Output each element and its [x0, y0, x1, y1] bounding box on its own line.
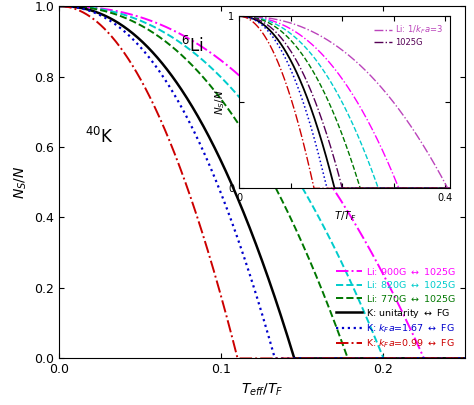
- 1025G: [364, 186, 370, 191]
- K: unitarity $\leftrightarrow$ FG: (0.151, 0): unitarity $\leftrightarrow$ FG: (0.151, …: [301, 356, 306, 361]
- 1025G: [334, 167, 340, 172]
- K: $k_Fa$=0.99 $\leftrightarrow$ FG: (0.0451, 0.832): $k_Fa$=0.99 $\leftrightarrow$ FG: (0.045…: [129, 63, 135, 68]
- Y-axis label: $N_S/N$: $N_S/N$: [213, 90, 227, 115]
- K: $k_Fa$=0.99 $\leftrightarrow$ FG: (0, 1): $k_Fa$=0.99 $\leftrightarrow$ FG: (0, 1): [56, 4, 62, 9]
- Li: 770G $\leftrightarrow$ 1025G: (0.15, 0.323): 770G $\leftrightarrow$ 1025G: (0.15, 0.3…: [300, 242, 306, 247]
- Line: K: $k_Fa$=1.67 $\leftrightarrow$ FG: K: $k_Fa$=1.67 $\leftrightarrow$ FG: [59, 6, 473, 358]
- Li: $1/k_Fa$=3: (0.42, 0): $1/k_Fa$=3: (0.42, 0): [453, 186, 458, 191]
- X-axis label: $T_{eff}/T_F$: $T_{eff}/T_F$: [241, 382, 283, 398]
- K: $k_Fa$=0.99 $\leftrightarrow$ FG: (0.0656, 0.645): $k_Fa$=0.99 $\leftrightarrow$ FG: (0.065…: [163, 129, 168, 134]
- K: unitarity $\leftrightarrow$ FG: (0, 1): unitarity $\leftrightarrow$ FG: (0, 1): [56, 4, 62, 9]
- Line: Li: $1/k_Fa$=3: Li: $1/k_Fa$=3: [239, 16, 456, 188]
- K: $k_Fa$=1.67 $\leftrightarrow$ FG: (0, 1): $k_Fa$=1.67 $\leftrightarrow$ FG: (0, 1): [56, 4, 62, 9]
- Text: $^6$Li: $^6$Li: [181, 36, 203, 56]
- Line: Li: 770G $\leftrightarrow$ 1025G: Li: 770G $\leftrightarrow$ 1025G: [59, 6, 473, 358]
- Li: 770G $\leftrightarrow$ 1025G: (0.0451, 0.957): 770G $\leftrightarrow$ 1025G: (0.0451, 0…: [129, 19, 135, 23]
- Li: 770G $\leftrightarrow$ 1025G: (0.115, 0.631): 770G $\leftrightarrow$ 1025G: (0.115, 0.…: [244, 134, 249, 139]
- Li: 770G $\leftrightarrow$ 1025G: (0.178, 0): 770G $\leftrightarrow$ 1025G: (0.178, 0): [346, 356, 351, 361]
- Li: 820G $\leftrightarrow$ 1025G: (0.0656, 0.923): 820G $\leftrightarrow$ 1025G: (0.0656, 0…: [163, 31, 168, 36]
- Line: Li: 820G $\leftrightarrow$ 1025G: Li: 820G $\leftrightarrow$ 1025G: [59, 6, 473, 358]
- K: $k_Fa$=0.99 $\leftrightarrow$ FG: (0.171, 0): $k_Fa$=0.99 $\leftrightarrow$ FG: (0.171…: [333, 356, 339, 361]
- Line: Li: 900G $\leftrightarrow$ 1025G: Li: 900G $\leftrightarrow$ 1025G: [59, 6, 473, 358]
- K: $k_Fa$=1.67 $\leftrightarrow$ FG: (0.255, 0): $k_Fa$=1.67 $\leftrightarrow$ FG: (0.255…: [470, 356, 474, 361]
- Li: 900G $\leftrightarrow$ 1025G: (0.192, 0.306): 900G $\leftrightarrow$ 1025G: (0.192, 0.…: [368, 248, 374, 253]
- 1025G: [400, 186, 405, 191]
- X-axis label: $T/T_F$: $T/T_F$: [334, 209, 356, 222]
- K: unitarity $\leftrightarrow$ FG: (0.192, 0): unitarity $\leftrightarrow$ FG: (0.192, …: [368, 356, 374, 361]
- Li: $1/k_Fa$=3: (0.28, 0.57): $1/k_Fa$=3: (0.28, 0.57): [381, 88, 386, 93]
- K: $k_Fa$=1.67 $\leftrightarrow$ FG: (0.115, 0.269): $k_Fa$=1.67 $\leftrightarrow$ FG: (0.115…: [244, 261, 249, 266]
- Li: 900G $\leftrightarrow$ 1025G: (0.225, 0): 900G $\leftrightarrow$ 1025G: (0.225, 0): [421, 356, 427, 361]
- 1025G: [381, 186, 387, 191]
- Li: 900G $\leftrightarrow$ 1025G: (0, 1): 900G $\leftrightarrow$ 1025G: (0, 1): [56, 4, 62, 9]
- Li: $1/k_Fa$=3: (0.0743, 0.98): $1/k_Fa$=3: (0.0743, 0.98): [275, 17, 281, 22]
- Li: 820G $\leftrightarrow$ 1025G: (0.2, 0): 820G $\leftrightarrow$ 1025G: (0.2, 0): [381, 356, 386, 361]
- K: $k_Fa$=1.67 $\leftrightarrow$ FG: (0.133, 0): $k_Fa$=1.67 $\leftrightarrow$ FG: (0.133…: [273, 356, 278, 361]
- Li: 900G $\leftrightarrow$ 1025G: (0.0451, 0.975): 900G $\leftrightarrow$ 1025G: (0.0451, 0…: [129, 13, 135, 17]
- K: $k_Fa$=1.67 $\leftrightarrow$ FG: (0.192, 0): $k_Fa$=1.67 $\leftrightarrow$ FG: (0.192…: [368, 356, 374, 361]
- Legend: Li: $1/k_Fa$=3, 1025G: Li: $1/k_Fa$=3, 1025G: [371, 20, 446, 51]
- K: $k_Fa$=0.99 $\leftrightarrow$ FG: (0.192, 0): $k_Fa$=0.99 $\leftrightarrow$ FG: (0.192…: [368, 356, 374, 361]
- Li: $1/k_Fa$=3: (0.316, 0.434): $1/k_Fa$=3: (0.316, 0.434): [399, 111, 405, 116]
- Line: 1025G: 1025G: [239, 16, 456, 188]
- K: unitarity $\leftrightarrow$ FG: (0.145, 0): unitarity $\leftrightarrow$ FG: (0.145, …: [292, 356, 297, 361]
- Li: 820G $\leftrightarrow$ 1025G: (0.17, 0.309): 820G $\leftrightarrow$ 1025G: (0.17, 0.3…: [332, 247, 338, 252]
- K: $k_Fa$=0.99 $\leftrightarrow$ FG: (0.151, 0): $k_Fa$=0.99 $\leftrightarrow$ FG: (0.151…: [301, 356, 306, 361]
- Li: 900G $\leftrightarrow$ 1025G: (0.115, 0.785): 900G $\leftrightarrow$ 1025G: (0.115, 0.…: [244, 79, 249, 84]
- Li: 770G $\leftrightarrow$ 1025G: (0.192, 0): 770G $\leftrightarrow$ 1025G: (0.192, 0): [368, 356, 374, 361]
- Li: 820G $\leftrightarrow$ 1025G: (0.0451, 0.967): 820G $\leftrightarrow$ 1025G: (0.0451, 0…: [129, 15, 135, 20]
- K: unitarity $\leftrightarrow$ FG: (0.171, 0): unitarity $\leftrightarrow$ FG: (0.171, …: [333, 356, 339, 361]
- Line: K: unitarity $\leftrightarrow$ FG: K: unitarity $\leftrightarrow$ FG: [59, 6, 473, 358]
- K: $k_Fa$=1.67 $\leftrightarrow$ FG: (0.151, 0): $k_Fa$=1.67 $\leftrightarrow$ FG: (0.151…: [301, 356, 306, 361]
- K: unitarity $\leftrightarrow$ FG: (0.0451, 0.923): unitarity $\leftrightarrow$ FG: (0.0451,…: [129, 31, 135, 36]
- Li: 820G $\leftrightarrow$ 1025G: (0.115, 0.718): 820G $\leftrightarrow$ 1025G: (0.115, 0.…: [244, 103, 249, 108]
- Li: $1/k_Fa$=3: (0, 1): $1/k_Fa$=3: (0, 1): [237, 14, 242, 19]
- Li: $1/k_Fa$=3: (0.108, 0.952): $1/k_Fa$=3: (0.108, 0.952): [292, 22, 298, 27]
- K: $k_Fa$=1.67 $\leftrightarrow$ FG: (0.171, 0): $k_Fa$=1.67 $\leftrightarrow$ FG: (0.171…: [333, 356, 339, 361]
- Li: $1/k_Fa$=3: (0.19, 0.825): $1/k_Fa$=3: (0.19, 0.825): [334, 44, 340, 49]
- 1025G: [340, 186, 346, 191]
- Li: 770G $\leftrightarrow$ 1025G: (0, 1): 770G $\leftrightarrow$ 1025G: (0, 1): [56, 4, 62, 9]
- Y-axis label: $N_S/N$: $N_S/N$: [12, 165, 29, 199]
- Li: 820G $\leftrightarrow$ 1025G: (0.255, 0): 820G $\leftrightarrow$ 1025G: (0.255, 0): [470, 356, 474, 361]
- K: $k_Fa$=1.67 $\leftrightarrow$ FG: (0.0656, 0.789): $k_Fa$=1.67 $\leftrightarrow$ FG: (0.065…: [163, 78, 168, 83]
- Li: 770G $\leftrightarrow$ 1025G: (0.0656, 0.899): 770G $\leftrightarrow$ 1025G: (0.0656, 0…: [163, 39, 168, 44]
- Li: 770G $\leftrightarrow$ 1025G: (0.255, 0): 770G $\leftrightarrow$ 1025G: (0.255, 0): [470, 356, 474, 361]
- K: unitarity $\leftrightarrow$ FG: (0.115, 0.395): unitarity $\leftrightarrow$ FG: (0.115, …: [244, 217, 249, 222]
- K: unitarity $\leftrightarrow$ FG: (0.255, 0): unitarity $\leftrightarrow$ FG: (0.255, …: [470, 356, 474, 361]
- Line: K: $k_Fa$=0.99 $\leftrightarrow$ FG: K: $k_Fa$=0.99 $\leftrightarrow$ FG: [59, 6, 473, 358]
- Legend: Li: 900G $\leftrightarrow$ 1025G, Li: 820G $\leftrightarrow$ 1025G, Li: 770G $\l: Li: 900G $\leftrightarrow$ 1025G, Li: 82…: [332, 262, 460, 354]
- Li: 820G $\leftrightarrow$ 1025G: (0.192, 0.0897): 820G $\leftrightarrow$ 1025G: (0.192, 0.…: [368, 324, 374, 329]
- K: $k_Fa$=0.99 $\leftrightarrow$ FG: (0.255, 0): $k_Fa$=0.99 $\leftrightarrow$ FG: (0.255…: [470, 356, 474, 361]
- Li: $1/k_Fa$=3: (0.248, 0.678): $1/k_Fa$=3: (0.248, 0.678): [364, 69, 370, 74]
- Li: 900G $\leftrightarrow$ 1025G: (0.17, 0.473): 900G $\leftrightarrow$ 1025G: (0.17, 0.4…: [332, 189, 338, 194]
- 1025G: [275, 32, 281, 36]
- Li: 900G $\leftrightarrow$ 1025G: (0.0656, 0.941): 900G $\leftrightarrow$ 1025G: (0.0656, 0…: [163, 24, 168, 29]
- Li: $1/k_Fa$=3: (0.405, 0): $1/k_Fa$=3: (0.405, 0): [445, 186, 451, 191]
- Li: 900G $\leftrightarrow$ 1025G: (0.15, 0.605): 900G $\leftrightarrow$ 1025G: (0.15, 0.6…: [300, 143, 306, 148]
- K: $k_Fa$=0.99 $\leftrightarrow$ FG: (0.116, 0): $k_Fa$=0.99 $\leftrightarrow$ FG: (0.116…: [244, 356, 250, 361]
- Li: 900G $\leftrightarrow$ 1025G: (0.255, 0): 900G $\leftrightarrow$ 1025G: (0.255, 0): [470, 356, 474, 361]
- 1025G: [237, 14, 242, 19]
- Li: 820G $\leftrightarrow$ 1025G: (0, 1): 820G $\leftrightarrow$ 1025G: (0, 1): [56, 4, 62, 9]
- Li: 820G $\leftrightarrow$ 1025G: (0.15, 0.482): 820G $\leftrightarrow$ 1025G: (0.15, 0.4…: [300, 186, 306, 191]
- K: unitarity $\leftrightarrow$ FG: (0.0656, 0.826): unitarity $\leftrightarrow$ FG: (0.0656,…: [163, 65, 168, 70]
- 1025G: [292, 55, 298, 60]
- Li: 770G $\leftrightarrow$ 1025G: (0.17, 0.0969): 770G $\leftrightarrow$ 1025G: (0.17, 0.0…: [332, 322, 338, 327]
- 1025G: [453, 186, 458, 191]
- Text: $^{40}$K: $^{40}$K: [85, 128, 114, 147]
- K: $k_Fa$=1.67 $\leftrightarrow$ FG: (0.0451, 0.907): $k_Fa$=1.67 $\leftrightarrow$ FG: (0.045…: [129, 36, 135, 41]
- K: $k_Fa$=0.99 $\leftrightarrow$ FG: (0.11, 0): $k_Fa$=0.99 $\leftrightarrow$ FG: (0.11,…: [235, 356, 241, 361]
